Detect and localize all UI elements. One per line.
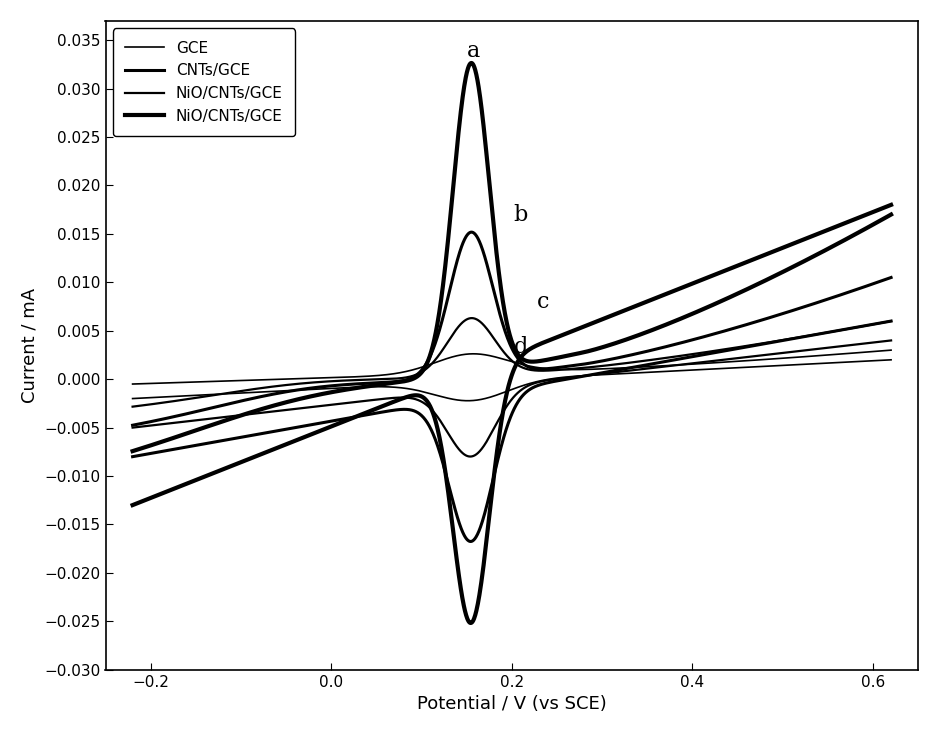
Y-axis label: Current / mA: Current / mA	[21, 288, 38, 403]
Text: c: c	[537, 291, 549, 313]
Legend: GCE, CNTs/GCE, NiO/CNTs/GCE, NiO/CNTs/GCE: GCE, CNTs/GCE, NiO/CNTs/GCE, NiO/CNTs/GC…	[113, 29, 295, 136]
Text: a: a	[468, 40, 481, 62]
X-axis label: Potential / V (vs SCE): Potential / V (vs SCE)	[417, 695, 607, 713]
Text: b: b	[514, 204, 528, 226]
Text: d: d	[514, 336, 528, 358]
